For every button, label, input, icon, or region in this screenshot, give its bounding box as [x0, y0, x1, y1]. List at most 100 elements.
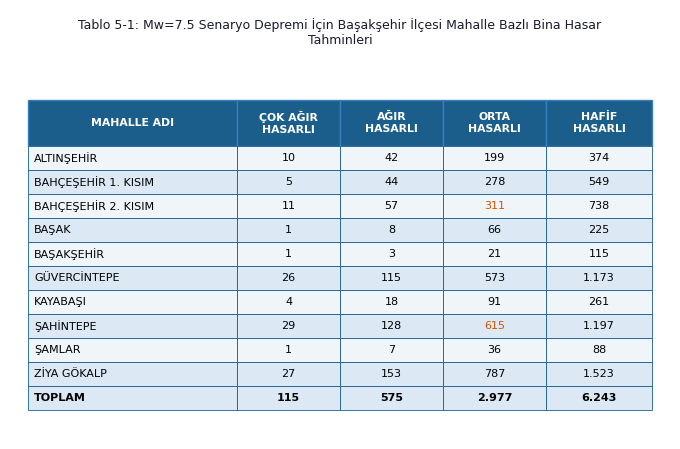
Bar — [340, 100, 443, 146]
Bar — [546, 242, 652, 266]
Text: 8: 8 — [388, 225, 395, 235]
Bar — [28, 242, 237, 266]
Text: 91: 91 — [488, 297, 502, 307]
Bar — [443, 338, 546, 362]
Bar — [443, 290, 546, 314]
Bar — [28, 194, 237, 218]
Bar — [443, 100, 546, 146]
Bar — [443, 218, 546, 242]
Text: HAFİF
HASARLI: HAFİF HASARLI — [573, 112, 626, 134]
Bar — [340, 170, 443, 194]
Bar — [546, 170, 652, 194]
Bar — [340, 218, 443, 242]
Text: 27: 27 — [282, 369, 296, 379]
Text: 787: 787 — [483, 369, 505, 379]
Bar — [340, 386, 443, 410]
Bar — [546, 218, 652, 242]
Text: ŞAMLAR: ŞAMLAR — [34, 345, 80, 355]
Bar — [340, 314, 443, 338]
Bar — [546, 290, 652, 314]
Text: 1.197: 1.197 — [583, 321, 615, 331]
Text: 549: 549 — [588, 177, 609, 187]
Bar — [340, 266, 443, 290]
Text: 36: 36 — [488, 345, 501, 355]
Text: 6.243: 6.243 — [581, 393, 617, 403]
Text: 1.523: 1.523 — [583, 369, 615, 379]
Bar — [28, 338, 237, 362]
Bar — [237, 386, 340, 410]
Text: 128: 128 — [381, 321, 402, 331]
Bar — [546, 386, 652, 410]
Text: BAHÇEŞEHİR 2. KISIM: BAHÇEŞEHİR 2. KISIM — [34, 200, 154, 212]
Bar — [28, 170, 237, 194]
Text: 199: 199 — [483, 153, 505, 163]
Text: 4: 4 — [285, 297, 292, 307]
Bar — [340, 146, 443, 170]
Bar — [546, 362, 652, 386]
Bar — [443, 314, 546, 338]
Bar — [443, 362, 546, 386]
Bar — [237, 314, 340, 338]
Text: TOPLAM: TOPLAM — [34, 393, 86, 403]
Text: ZİYA GÖKALP: ZİYA GÖKALP — [34, 369, 107, 379]
Text: 261: 261 — [588, 297, 609, 307]
Text: 278: 278 — [483, 177, 505, 187]
Text: 42: 42 — [384, 153, 398, 163]
Bar — [546, 266, 652, 290]
Text: BAŞAK: BAŞAK — [34, 225, 71, 235]
Bar — [28, 100, 237, 146]
Bar — [546, 338, 652, 362]
Text: Tahminleri: Tahminleri — [307, 34, 373, 47]
Bar — [443, 170, 546, 194]
Text: 225: 225 — [588, 225, 609, 235]
Text: GÜVERCİNTEPE: GÜVERCİNTEPE — [34, 273, 120, 283]
Text: 29: 29 — [282, 321, 296, 331]
Bar — [237, 290, 340, 314]
Text: 3: 3 — [388, 249, 395, 259]
Bar — [28, 314, 237, 338]
Bar — [340, 290, 443, 314]
Text: BAŞAKŞEHİR: BAŞAKŞEHİR — [34, 248, 105, 260]
Bar — [237, 146, 340, 170]
Bar — [28, 218, 237, 242]
Text: 18: 18 — [384, 297, 398, 307]
Text: 374: 374 — [588, 153, 609, 163]
Text: ORTA
HASARLI: ORTA HASARLI — [468, 112, 521, 134]
Text: Tablo 5-1: Mw=7.5 Senaryo Depremi İçin Başakşehir İlçesi Mahalle Bazlı Bina Hasa: Tablo 5-1: Mw=7.5 Senaryo Depremi İçin B… — [78, 18, 602, 32]
Bar — [546, 100, 652, 146]
Bar — [546, 146, 652, 170]
Text: 311: 311 — [484, 201, 505, 211]
Text: ÇOK AĞIR
HASARLI: ÇOK AĞIR HASARLI — [259, 111, 318, 135]
Bar — [237, 242, 340, 266]
Bar — [28, 362, 237, 386]
Bar — [237, 362, 340, 386]
Text: 10: 10 — [282, 153, 296, 163]
Bar — [28, 146, 237, 170]
Bar — [28, 290, 237, 314]
Text: 1: 1 — [285, 345, 292, 355]
Bar — [546, 314, 652, 338]
Text: 57: 57 — [384, 201, 398, 211]
Bar — [28, 266, 237, 290]
Bar — [443, 386, 546, 410]
Text: 44: 44 — [384, 177, 398, 187]
Text: 2.977: 2.977 — [477, 393, 512, 403]
Bar — [237, 194, 340, 218]
Bar — [237, 218, 340, 242]
Bar — [546, 194, 652, 218]
Text: 5: 5 — [285, 177, 292, 187]
Text: 1: 1 — [285, 225, 292, 235]
Text: 21: 21 — [488, 249, 502, 259]
Text: 88: 88 — [592, 345, 606, 355]
Text: 115: 115 — [588, 249, 609, 259]
Bar — [340, 242, 443, 266]
Text: 1.173: 1.173 — [583, 273, 615, 283]
Text: ALTINŞEHİR: ALTINŞEHİR — [34, 152, 98, 164]
Text: 26: 26 — [282, 273, 296, 283]
Text: MAHALLE ADI: MAHALLE ADI — [91, 118, 174, 128]
Bar — [443, 146, 546, 170]
Text: 615: 615 — [484, 321, 505, 331]
Text: KAYABAŞI: KAYABAŞI — [34, 297, 87, 307]
Bar — [443, 242, 546, 266]
Text: 115: 115 — [381, 273, 402, 283]
